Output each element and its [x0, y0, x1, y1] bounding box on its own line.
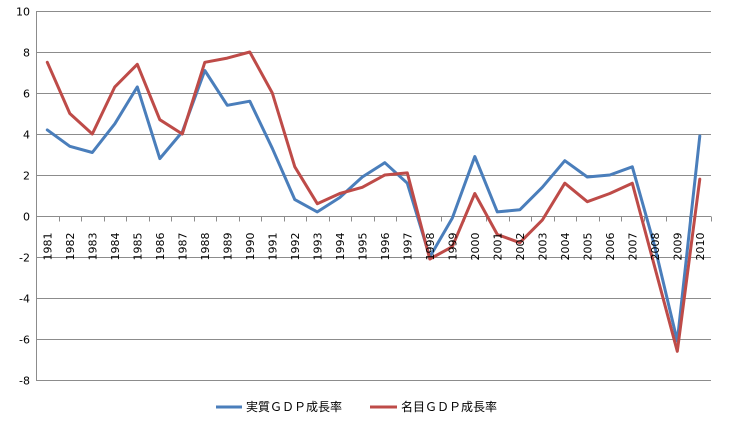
- series-line-nominal-gdp: [45, 50, 702, 353]
- x-tick-label: 1983: [86, 233, 99, 261]
- x-tick-label: 1986: [154, 233, 167, 261]
- y-tick-label: 10: [16, 6, 30, 19]
- x-tick-label: 2000: [469, 233, 482, 261]
- y-tick-label: 8: [23, 47, 30, 60]
- x-tick-label: 1989: [221, 233, 234, 261]
- x-tick-label: 2009: [671, 233, 684, 261]
- x-tick-label: 2002: [514, 233, 527, 261]
- legend-label: 名目ＧＤＰ成長率: [401, 399, 497, 414]
- y-tick-label: 2: [23, 170, 30, 183]
- legend: 実質ＧＤＰ成長率 名目ＧＤＰ成長率: [216, 399, 497, 414]
- x-tick-label: 1999: [446, 233, 459, 261]
- x-tick-label: 1988: [199, 233, 212, 261]
- x-tick-label: 1991: [266, 233, 279, 261]
- x-tick-label: 2001: [491, 233, 504, 261]
- y-tick-label: 0: [23, 211, 30, 224]
- x-tick-label: 1993: [311, 233, 324, 261]
- y-tick-label: -6: [19, 334, 30, 347]
- x-tick-label: 1996: [379, 233, 392, 261]
- x-tick-label: 1998: [424, 233, 437, 261]
- x-tick-label: 2004: [559, 233, 572, 261]
- x-tick-label: 1984: [109, 233, 122, 261]
- x-tick-label: 2008: [649, 233, 662, 261]
- y-tick-label: -4: [19, 293, 30, 306]
- x-tick-label: 1981: [41, 233, 54, 261]
- x-tick-label: 2007: [626, 233, 639, 261]
- tick-labels: -8 -6 -4 -2 0 2 4 6 8 10 1981 1982 1983 1984 1985 1986 1…: [16, 6, 707, 388]
- x-tick-label: 2006: [604, 233, 617, 261]
- y-tick-label: -8: [19, 375, 30, 388]
- x-tick-label: 1985: [131, 233, 144, 261]
- series-line-real-gdp: [45, 69, 702, 343]
- axes: [36, 11, 712, 380]
- x-tick-label: 1994: [334, 233, 347, 261]
- x-tick-label: 2010: [694, 233, 707, 261]
- x-tick-label: 1990: [244, 233, 257, 261]
- y-tick-label: -2: [19, 252, 30, 265]
- x-tick-label: 1997: [401, 233, 414, 261]
- x-tick-label: 1992: [289, 233, 302, 261]
- x-tick-label: 1982: [64, 233, 77, 261]
- x-tick-label: 1987: [176, 233, 189, 261]
- x-tick-label: 2003: [536, 233, 549, 261]
- series-lines: [45, 50, 702, 353]
- x-tick-label: 1995: [356, 233, 369, 261]
- legend-label: 実質ＧＤＰ成長率: [246, 399, 342, 414]
- y-tick-label: 4: [23, 129, 30, 142]
- x-tick-label: 2005: [581, 233, 594, 261]
- y-tick-label: 6: [23, 88, 30, 101]
